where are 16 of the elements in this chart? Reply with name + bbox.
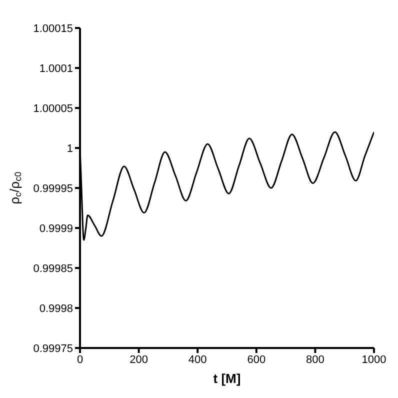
x-tick-label: 200	[130, 354, 148, 366]
x-tick-label: 600	[247, 354, 266, 366]
y-tick-label: 0.9998	[39, 302, 73, 315]
y-tick-label: 1.0001	[39, 62, 73, 75]
x-tick-label: 400	[188, 354, 207, 366]
y-tick-label: 1.00015	[33, 22, 73, 35]
y-tick-label: 0.99985	[33, 262, 73, 275]
y-tick-label: 0.99995	[33, 182, 73, 195]
y-tick-label: 0.99975	[33, 342, 73, 355]
y-tick-label: 0.9999	[39, 222, 73, 235]
x-tick-label: 800	[306, 354, 324, 366]
x-tick-label: 1000	[362, 354, 386, 366]
y-tick-label: 1.00005	[33, 102, 73, 115]
x-tick-label: 0	[76, 354, 84, 366]
y-tick-label: 1	[66, 142, 73, 155]
x-axis-title: t [M]	[213, 371, 241, 386]
